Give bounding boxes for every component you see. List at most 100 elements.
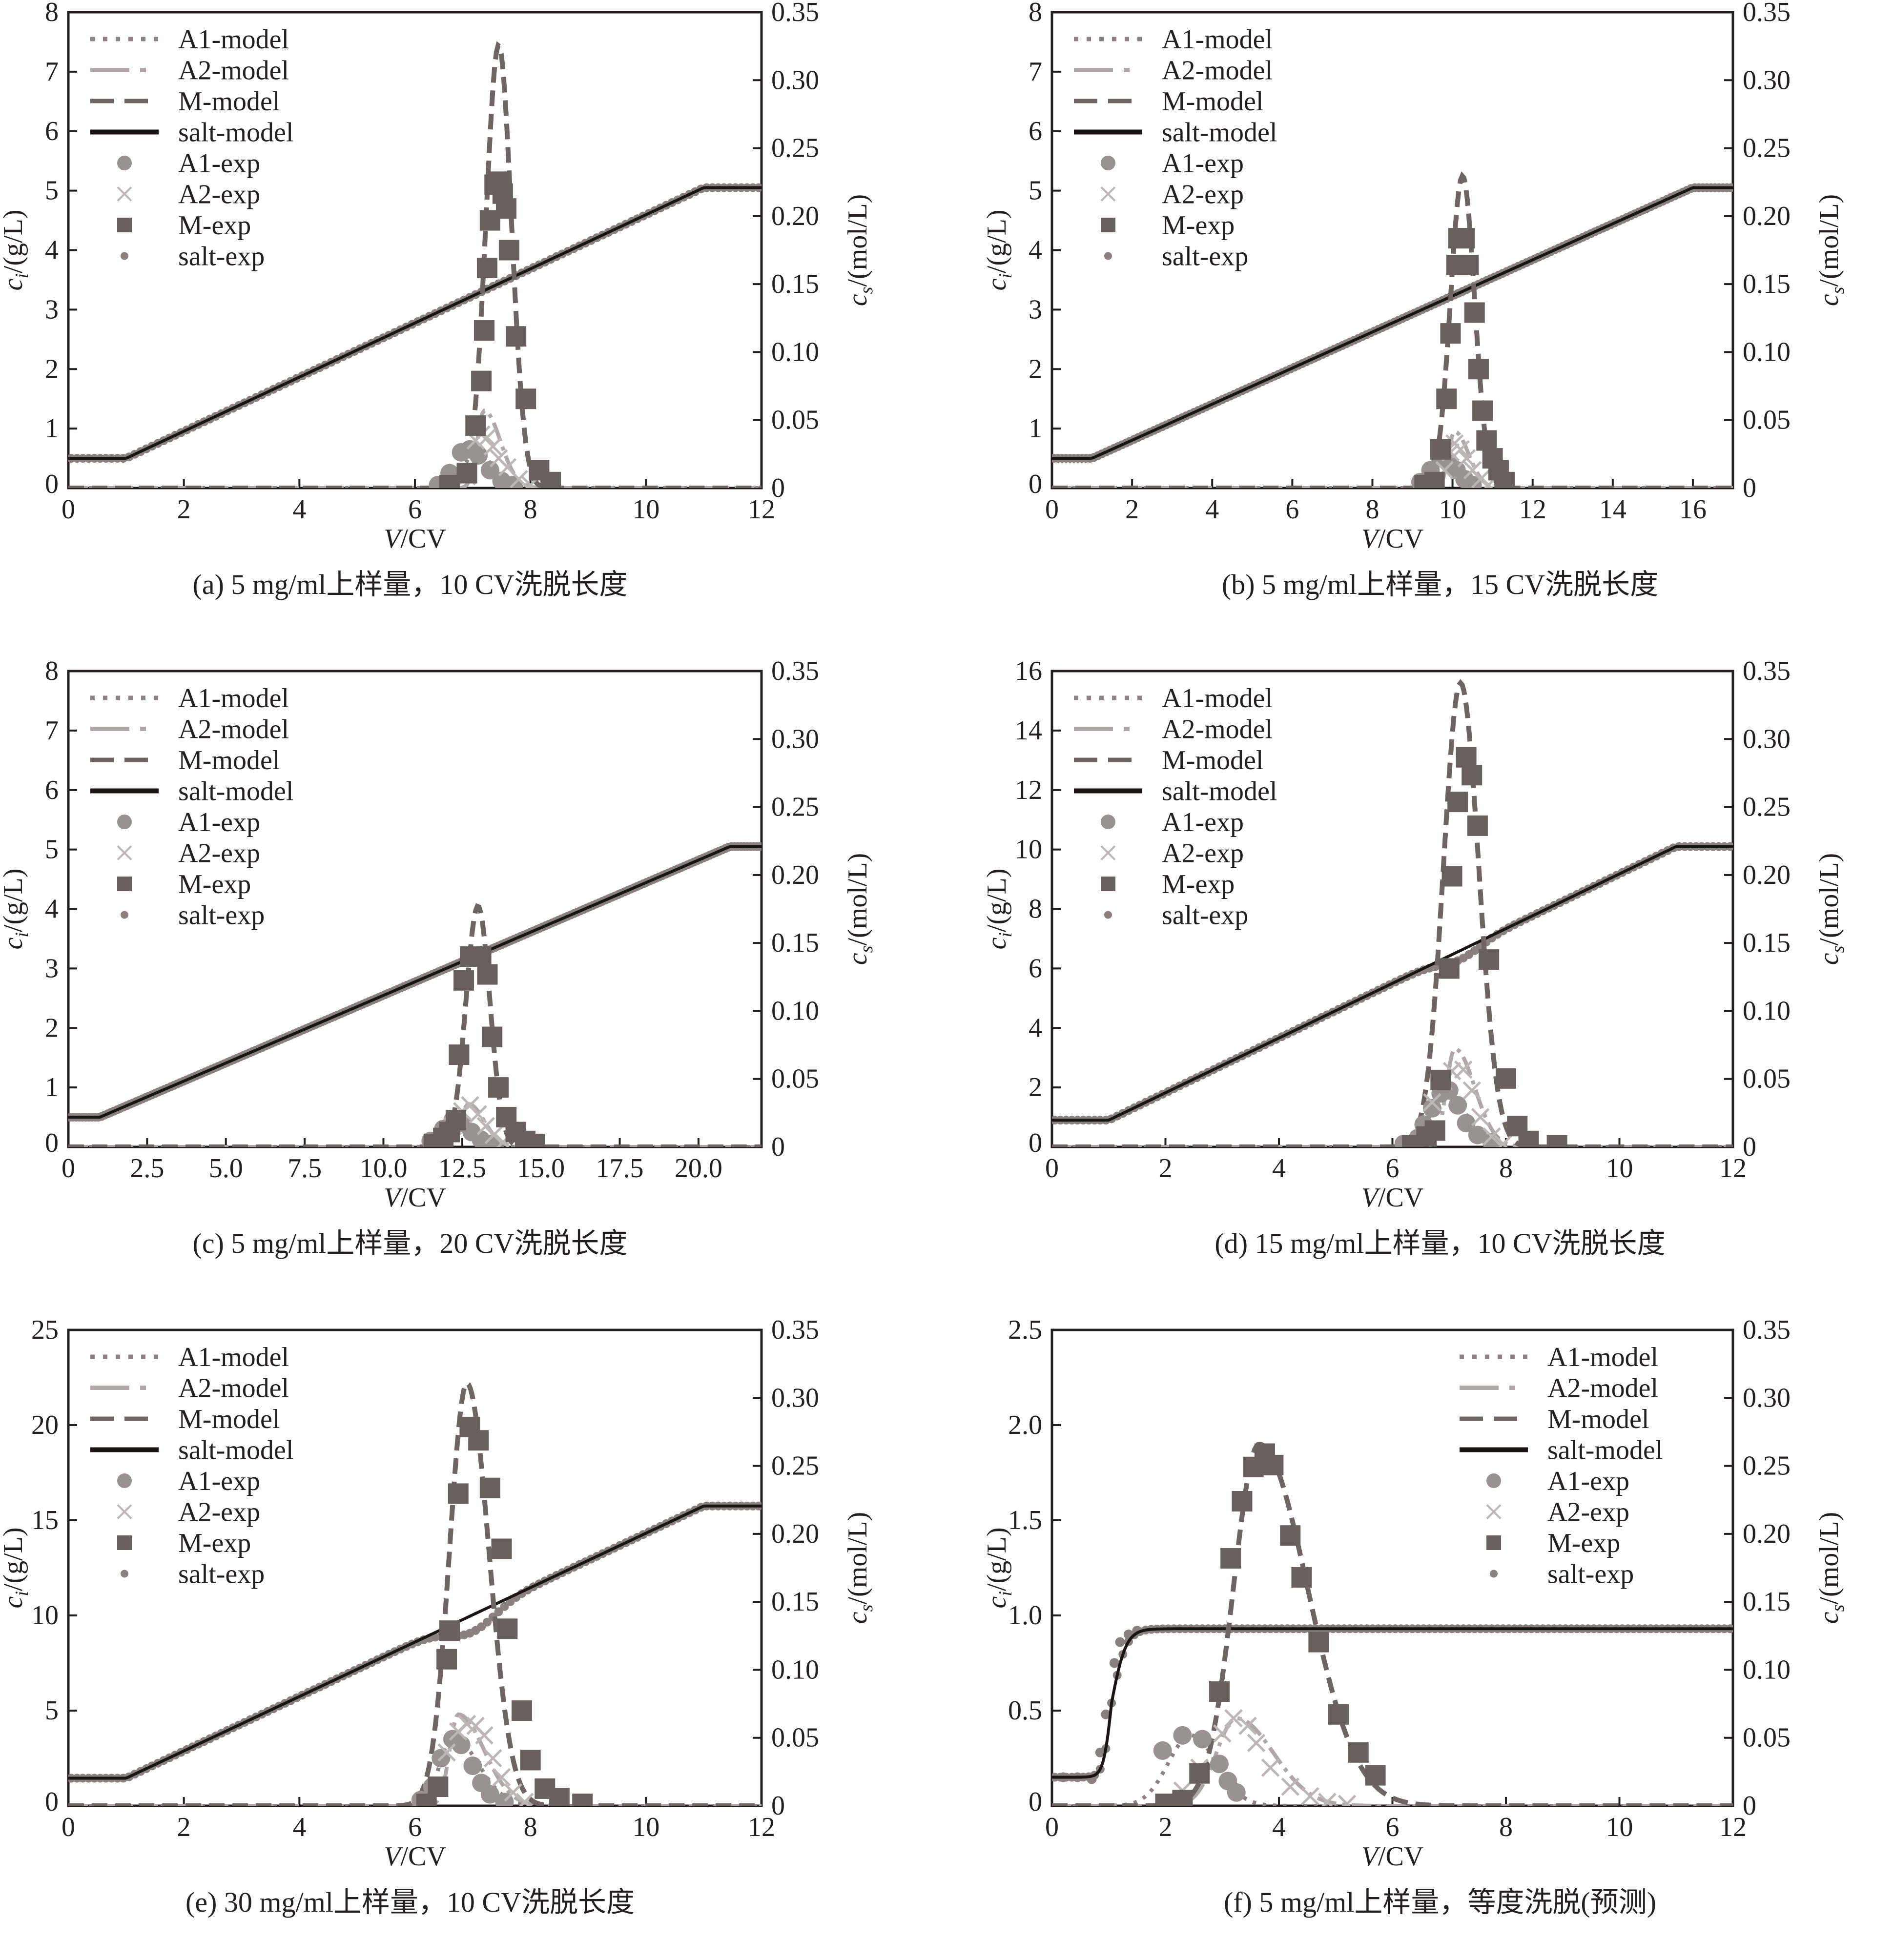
m-exp-point bbox=[511, 1700, 532, 1721]
y-tick-label-right: 0.35 bbox=[771, 0, 819, 27]
plot-frame bbox=[67, 11, 763, 490]
legend-item-M-exp: M-exp bbox=[1101, 210, 1235, 241]
a2-exp-point bbox=[504, 1783, 522, 1802]
y-tick-label-left: 2.5 bbox=[1008, 1315, 1042, 1345]
y-axis-title-var: c bbox=[0, 1596, 28, 1609]
a2-exp-point bbox=[1261, 1758, 1280, 1777]
y-axis-title-right-var: c bbox=[843, 1612, 873, 1624]
x-tick-label: 8 bbox=[524, 494, 537, 525]
y-axis-title-left: ci/(g/L) bbox=[982, 209, 1016, 290]
legend-label: A2-exp bbox=[1162, 838, 1244, 869]
legend-label: A1-model bbox=[1162, 683, 1273, 714]
legend-item-A1-model: A1-model bbox=[1074, 683, 1273, 714]
y-tick-label-right: 0 bbox=[771, 1132, 785, 1162]
y-axis-title-left: ci/(g/L) bbox=[0, 868, 32, 949]
legend-circle-marker-icon bbox=[117, 815, 132, 829]
a2-exp-point bbox=[1471, 470, 1490, 488]
salt-exp-point bbox=[1101, 1709, 1111, 1719]
series-salt-model bbox=[68, 845, 762, 1119]
legend-x-marker-icon bbox=[1100, 186, 1116, 202]
y-tick-label-right: 0.05 bbox=[1743, 1064, 1791, 1094]
m-exp-point bbox=[1430, 439, 1451, 460]
y-axis-title-left: ci/(g/L) bbox=[0, 1527, 32, 1608]
legend-item-salt-exp: salt-exp bbox=[121, 900, 265, 931]
legend-label: salt-model bbox=[1547, 1435, 1663, 1466]
legend-label: M-model bbox=[178, 1404, 280, 1434]
legend-item-A2-exp: A2-exp bbox=[117, 1497, 260, 1528]
legend: A1-modelA2-modelM-modelsalt-modelA1-expA… bbox=[1460, 1342, 1663, 1590]
legend-x-marker-icon bbox=[1486, 1504, 1502, 1519]
series-salt-model bbox=[68, 1504, 762, 1780]
x-tick-label: 4 bbox=[292, 494, 306, 525]
legend-item-salt-exp: salt-exp bbox=[121, 1559, 265, 1590]
legend-label: A1-exp bbox=[178, 148, 260, 179]
y-axis-title-sub: i bbox=[12, 1591, 32, 1596]
legend-item-A1-exp: A1-exp bbox=[117, 807, 260, 837]
chart-svg-c: 0 2.5 5.0 7.5 10.0 12.5 15.0 17.5 20.0 0 1 2 3 4 5 6 7 8 0… bbox=[0, 656, 877, 1213]
y-tick-label-right: 0.35 bbox=[771, 1315, 819, 1345]
y-tick-label-left: 16 bbox=[1015, 656, 1042, 686]
a2-exp-point bbox=[1423, 1093, 1441, 1112]
x-axis-title-var: V bbox=[384, 1841, 403, 1872]
legend-item-M-model: M-model bbox=[1460, 1404, 1649, 1434]
y-tick-label-left: 6 bbox=[1029, 116, 1042, 146]
legend-item-A1-exp: A1-exp bbox=[1101, 807, 1244, 837]
y-tick-label-right: 0.30 bbox=[771, 1383, 819, 1413]
figure-caption: (f) 5 mg/ml上样量，等度洗脱(预测) bbox=[1223, 1886, 1657, 1918]
y-tick-label-left: 2 bbox=[45, 1013, 59, 1043]
legend-item-A2-model: A2-model bbox=[90, 56, 289, 86]
x-axis-title-unit: /CV bbox=[1378, 524, 1423, 554]
x-tick-label: 16 bbox=[1679, 494, 1707, 525]
legend-label: M-exp bbox=[178, 1528, 251, 1558]
salt-exp-point bbox=[1115, 1637, 1125, 1647]
legend-dot-marker-icon bbox=[121, 1570, 128, 1578]
y-tick-label-right: 0.10 bbox=[1743, 996, 1791, 1026]
legend: A1-modelA2-modelM-modelsalt-modelA1-expA… bbox=[1074, 683, 1277, 931]
x-axis-title-unit: /CV bbox=[400, 1183, 446, 1213]
legend-x-marker-icon bbox=[117, 186, 132, 202]
y-axis-title-right-sub: s bbox=[1828, 1605, 1848, 1612]
chart-panel-f: 0 2 4 6 8 10 12 0 0.5 1.0 1.5 2.0 2.5 0 0.05 0.10 0.15 0.… bbox=[947, 1315, 1894, 1960]
a1-exp-point bbox=[1422, 1099, 1441, 1118]
legend-circle-marker-icon bbox=[1101, 156, 1115, 170]
m-exp-point bbox=[488, 1077, 509, 1098]
a2-exp-point bbox=[1457, 449, 1476, 468]
legend-item-salt-exp: salt-exp bbox=[1490, 1559, 1634, 1590]
x-tick-label: 12 bbox=[748, 494, 775, 525]
legend-label: A1-exp bbox=[178, 807, 260, 837]
series-m-exp bbox=[439, 171, 561, 488]
x-tick-label: 10.0 bbox=[359, 1153, 407, 1184]
series-m-exp bbox=[1155, 1443, 1386, 1806]
x-tick-label: 6 bbox=[1386, 1153, 1400, 1184]
figure-caption: (d) 15 mg/ml上样量，10 CV洗脱长度 bbox=[1215, 1227, 1666, 1259]
m-exp-point bbox=[456, 463, 477, 484]
y-tick-label-right: 0.15 bbox=[1743, 928, 1791, 958]
legend-item-salt-exp: salt-exp bbox=[121, 242, 265, 272]
legend-label: salt-exp bbox=[178, 1559, 265, 1590]
legend-circle-marker-icon bbox=[117, 1473, 132, 1488]
x-tick-label: 8 bbox=[524, 1812, 537, 1842]
y-axis-title-var: c bbox=[982, 938, 1012, 950]
x-tick-label: 12 bbox=[1719, 1812, 1747, 1842]
m-exp-point bbox=[1546, 1135, 1567, 1147]
y-axis-title-var: c bbox=[0, 279, 28, 291]
y-tick-label-right: 0.15 bbox=[1743, 1587, 1791, 1617]
y-tick-label-left: 4 bbox=[45, 894, 59, 924]
y-tick-label-right: 0 bbox=[1743, 473, 1756, 503]
y-tick-label-right: 0.30 bbox=[771, 65, 819, 95]
legend-item-A2-model: A2-model bbox=[90, 715, 289, 745]
m-exp-point bbox=[471, 946, 492, 967]
y-tick-label-right: 0.10 bbox=[771, 1654, 819, 1685]
y-tick-label-right: 0.25 bbox=[1743, 792, 1791, 822]
plot-frame bbox=[1050, 11, 1734, 490]
legend-label: A1-model bbox=[178, 1342, 289, 1372]
m-exp-point bbox=[1454, 228, 1475, 249]
x-tick-label: 4 bbox=[1272, 1812, 1286, 1842]
m-exp-point bbox=[1440, 323, 1461, 344]
a2-exp-point bbox=[475, 1726, 494, 1745]
y-tick-label-left: 0 bbox=[1029, 1128, 1042, 1158]
legend-item-M-exp: M-exp bbox=[117, 869, 251, 899]
m-exp-point bbox=[1209, 1681, 1230, 1702]
legend-circle-marker-icon bbox=[1101, 815, 1115, 829]
y-axis-title-sub: i bbox=[12, 273, 32, 279]
